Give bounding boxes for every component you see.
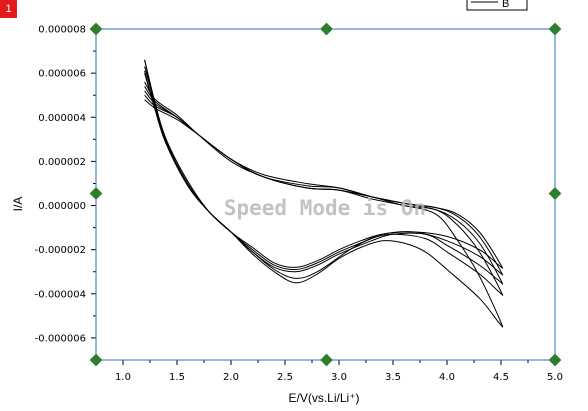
y-tick-label: 0.000002: [38, 157, 86, 168]
legend: B: [466, 0, 528, 11]
x-tick-label: 2.0: [223, 372, 239, 383]
selection-border[interactable]: [95, 28, 556, 361]
selection-frame[interactable]: [89, 22, 562, 367]
watermark-text: Speed Mode is On: [224, 196, 426, 220]
cv-cycle-3-line: [144, 72, 504, 285]
curves: [144, 59, 504, 328]
x-tick-label: 3.5: [385, 372, 401, 383]
y-tick-label: -0.000004: [35, 289, 86, 300]
resize-handle[interactable]: [89, 353, 103, 367]
resize-handle[interactable]: [548, 187, 562, 200]
layer-badge[interactable]: 1: [0, 0, 17, 18]
x-tick-label: 1.5: [169, 372, 185, 383]
resize-handle[interactable]: [548, 353, 562, 367]
resize-handle[interactable]: [320, 22, 333, 36]
y-tick-label: 0.000008: [38, 25, 86, 36]
resize-handle[interactable]: [89, 187, 103, 200]
y-tick-label: 0.000004: [38, 113, 86, 124]
x-tick-label: 4.0: [439, 372, 455, 383]
legend-box: [466, 0, 528, 11]
resize-handle[interactable]: [89, 22, 103, 36]
y-tick-label: 0.000000: [38, 201, 86, 212]
x-tick-label: 4.5: [493, 372, 509, 383]
cv-cycle-5-line: [144, 59, 504, 328]
y-axis-title: I/A: [11, 197, 25, 212]
cv-cycle-2-line: [144, 66, 504, 276]
y-tick-label: 0.000006: [38, 69, 86, 80]
resize-handle[interactable]: [320, 353, 333, 367]
x-axis-title: E/V(vs.Li/Li⁺): [288, 391, 359, 405]
cv-cycle-1-line: [144, 59, 504, 269]
x-tick-label: 1.0: [115, 372, 131, 383]
legend-label-b: B: [502, 0, 509, 10]
y-tick-label: -0.000006: [35, 333, 86, 344]
y-tick-label: -0.000002: [35, 245, 86, 256]
resize-handle[interactable]: [548, 22, 562, 36]
x-tick-label: 2.5: [277, 372, 293, 383]
x-tick-label: 3.0: [331, 372, 347, 383]
x-tick-label: 5.0: [547, 372, 563, 383]
